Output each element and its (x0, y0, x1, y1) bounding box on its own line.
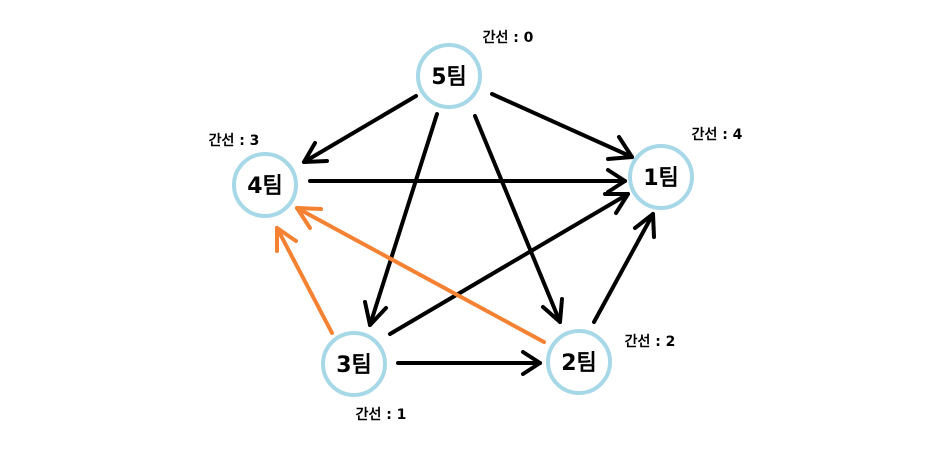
edge-2-to-1 (592, 212, 656, 324)
node-circle (416, 43, 482, 109)
edge-5-to-1 (490, 92, 634, 161)
edge-count-team-4: 간선 : 3 (209, 132, 260, 149)
node-label: 3팀 (336, 353, 372, 378)
edge-5-to-3 (363, 112, 439, 327)
edge-5-to-2 (473, 114, 564, 324)
node-team-1[interactable]: 1팀 (628, 144, 694, 210)
edge-2-to-4 (295, 206, 546, 344)
edge-3-to-4 (275, 226, 334, 335)
edge-count-team-3: 간선 : 1 (356, 406, 407, 423)
edge-4-to-1 (308, 168, 627, 194)
node-circle (232, 152, 298, 218)
edge-layer (275, 92, 656, 376)
edge-count-layer: 간선 : 0 간선 : 3 간선 : 4 간선 : 1 간선 : 2 (209, 29, 743, 423)
node-label: 1팀 (643, 166, 679, 191)
node-label: 2팀 (561, 351, 597, 376)
edge-count-team-5: 간선 : 0 (483, 29, 534, 46)
edge-3-to-1 (388, 192, 630, 336)
edge-3-to-2 (396, 350, 542, 376)
node-team-2[interactable]: 2팀 (546, 329, 612, 395)
node-label: 4팀 (247, 174, 283, 199)
edge-5-to-4 (302, 94, 418, 164)
node-team-4[interactable]: 4팀 (232, 152, 298, 218)
node-team-5[interactable]: 5팀 (416, 43, 482, 109)
node-layer: 5팀 4팀 1팀 3팀 2팀 (232, 43, 694, 397)
edge-count-team-1: 간선 : 4 (692, 126, 743, 143)
node-circle (628, 144, 694, 210)
node-circle (546, 329, 612, 395)
node-team-3[interactable]: 3팀 (321, 331, 387, 397)
node-label: 5팀 (431, 65, 467, 90)
node-circle (321, 331, 387, 397)
edge-count-team-2: 간선 : 2 (625, 333, 676, 350)
